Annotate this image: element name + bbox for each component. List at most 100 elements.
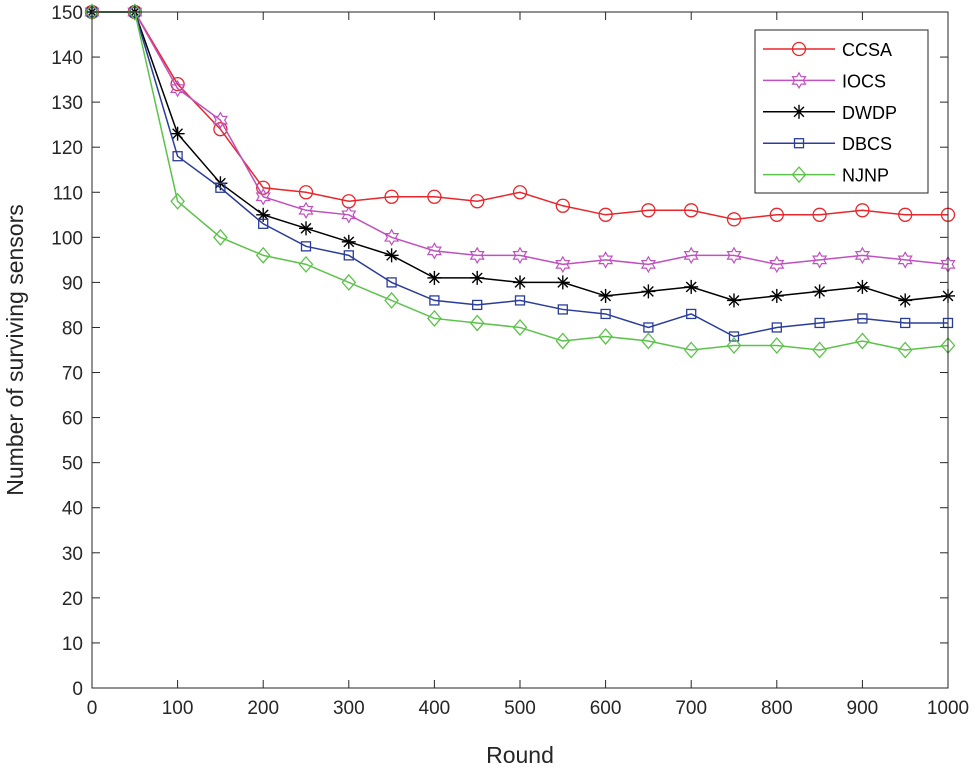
data-point-dbcs [771, 322, 782, 333]
x-tick-label: 600 [590, 698, 622, 719]
data-point-dwdp [684, 279, 699, 294]
y-tick-label: 10 [62, 634, 83, 655]
data-point-dbcs [686, 308, 697, 320]
y-tick-label: 60 [62, 409, 83, 430]
data-point-ccsa [298, 185, 314, 200]
data-point-njnp [726, 337, 742, 354]
data-point-iocs [512, 246, 528, 265]
data-point-ccsa [170, 76, 185, 92]
series-line-njnp [92, 11, 949, 351]
data-point-iocs [555, 255, 571, 274]
data-point-dbcs [728, 331, 740, 342]
legend-label-dbcs: DBCS [842, 134, 892, 154]
data-point-njnp [427, 309, 442, 327]
data-point-ccsa [641, 203, 656, 218]
legend-entry-dwdp: DWDP [763, 103, 897, 123]
data-point-dbcs [557, 304, 568, 315]
data-point-ccsa [427, 189, 442, 204]
data-point-ccsa [855, 203, 870, 218]
data-point-iocs [726, 246, 742, 265]
data-point-njnp [170, 192, 185, 210]
data-point-njnp [897, 341, 913, 359]
data-point-njnp [555, 332, 571, 350]
data-point-ccsa [512, 185, 528, 200]
data-point-dwdp [641, 284, 656, 299]
data-point-njnp [598, 327, 613, 345]
series-njnp [84, 3, 956, 359]
data-point-dwdp [855, 279, 870, 294]
x-tick-label: 400 [419, 698, 451, 719]
y-tick-label: 40 [62, 499, 83, 520]
data-point-iocs [298, 201, 314, 220]
y-tick-label: 140 [51, 48, 83, 69]
data-point-iocs [170, 79, 186, 98]
data-point-njnp [855, 332, 870, 350]
data-point-dbcs [172, 151, 183, 162]
data-point-njnp [298, 255, 314, 273]
series-iocs [84, 3, 956, 274]
data-point-dwdp [470, 270, 485, 285]
y-tick-label: 110 [53, 183, 83, 204]
x-tick-label: 100 [162, 698, 194, 719]
x-tick-label: 0 [87, 698, 98, 719]
data-point-ccsa [769, 207, 784, 222]
data-point-njnp [341, 273, 357, 291]
y-tick-label: 100 [51, 228, 83, 249]
data-point-iocs [769, 255, 785, 274]
legend-label-dwdp: DWDP [842, 103, 897, 123]
data-point-iocs [854, 246, 870, 265]
data-point-ccsa [598, 207, 613, 222]
data-point-iocs [212, 111, 228, 129]
series-line-ccsa [92, 11, 948, 221]
x-tick-label: 900 [847, 698, 879, 719]
data-point-dbcs [215, 182, 226, 193]
data-point-dbcs [258, 218, 269, 229]
data-point-dwdp [555, 275, 570, 290]
y-axis-title: Number of surviving sensors [2, 204, 28, 495]
data-point-iocs [640, 255, 656, 274]
data-point-njnp [127, 3, 143, 21]
data-point-iocs [426, 242, 442, 260]
y-tick-label: 70 [62, 364, 83, 385]
data-point-ccsa [726, 212, 742, 227]
legend: CCSA IOCS DWDP DBCS NJNP [754, 29, 929, 194]
legend-label-iocs: IOCS [842, 71, 886, 91]
data-point-njnp [469, 314, 485, 332]
data-point-iocs [812, 251, 828, 269]
series-line-iocs [92, 11, 949, 266]
data-point-iocs [469, 246, 485, 265]
data-point-ccsa [470, 194, 485, 209]
data-point-njnp [683, 341, 699, 359]
data-point-dbcs [386, 277, 397, 288]
y-tick-label: 30 [62, 544, 83, 565]
legend-entry-dbcs: DBCS [763, 134, 892, 154]
data-point-dwdp [299, 221, 313, 236]
data-point-ccsa [898, 207, 913, 222]
data-point-njnp [812, 341, 827, 359]
series-dbcs [86, 6, 954, 342]
data-point-njnp [512, 318, 528, 336]
data-point-ccsa [555, 198, 570, 213]
data-point-dwdp [727, 293, 741, 308]
y-tick-label: 90 [62, 273, 83, 294]
data-point-ccsa [256, 180, 271, 195]
data-point-dbcs [857, 313, 868, 324]
data-point-dbcs [814, 317, 825, 329]
legend-label-ccsa: CCSA [842, 40, 892, 60]
data-point-ccsa [384, 189, 399, 204]
y-tick-label: 130 [51, 93, 83, 114]
data-point-dbcs [514, 295, 526, 306]
data-point-dwdp [341, 234, 356, 249]
y-tick-label: 20 [62, 589, 83, 610]
data-point-dwdp [598, 288, 613, 303]
y-tick-label: 50 [62, 454, 83, 475]
data-point-dbcs [600, 308, 611, 320]
legend-entry-iocs: IOCS [763, 71, 886, 91]
data-point-njnp [384, 291, 399, 309]
y-tick-label: 0 [72, 679, 83, 700]
data-point-dwdp [427, 270, 442, 285]
data-point-iocs [341, 206, 357, 224]
series-line-dbcs [92, 11, 948, 338]
legend-marker-ccsa [791, 41, 807, 57]
